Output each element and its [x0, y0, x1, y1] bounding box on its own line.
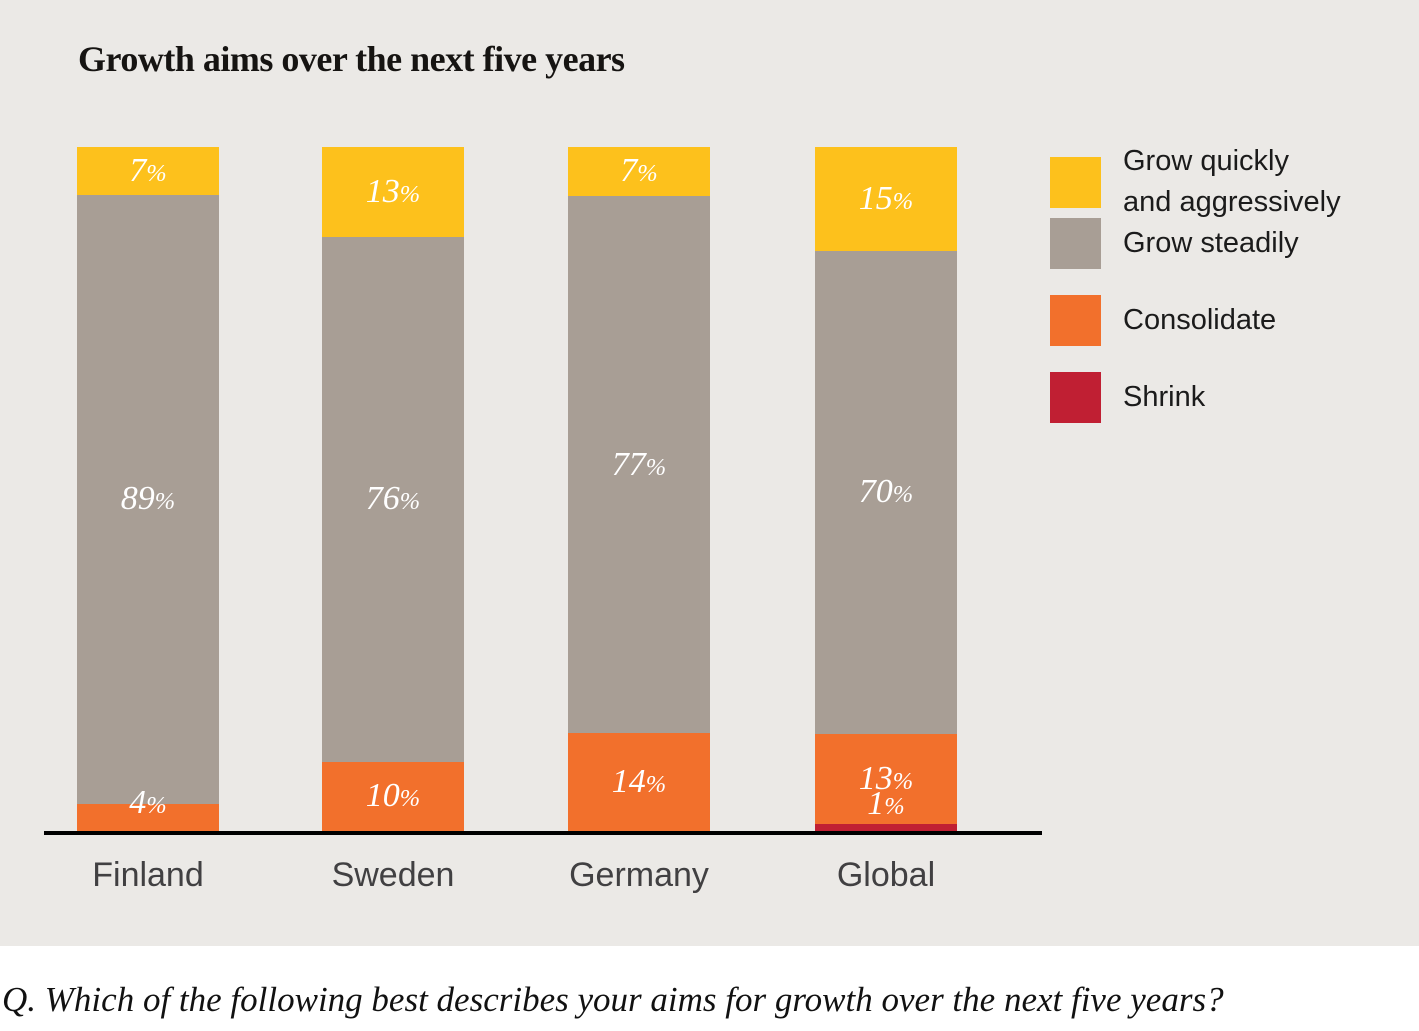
legend-row-grow-steadily: Grow steadily [1050, 218, 1419, 269]
axis-label-finland: Finland [92, 856, 204, 894]
value-label-grow-quickly-and-aggressively-finland: 7% [129, 151, 167, 189]
segment-consolidate-germany: 14% [568, 733, 710, 831]
value-label-grow-steadily-finland: 89% [120, 480, 176, 518]
percent-sign: % [399, 488, 421, 516]
segment-consolidate-finland: 4% [77, 784, 219, 831]
bar-germany: 7% 77% 14% [568, 147, 710, 831]
segment-grow-steadily-finland: 89% [77, 194, 219, 804]
legend-swatch-consolidate [1050, 295, 1101, 346]
chart-title: Growth aims over the next five years [78, 39, 625, 79]
percent-sign: % [399, 180, 421, 208]
segment-grow-quickly-and-aggressively-finland: 7% [77, 147, 219, 195]
segment-consolidate-global: 13% [815, 734, 957, 825]
chart-panel: Growth aims over the next five years 7% 8… [0, 0, 1419, 946]
value-label-grow-quickly-and-aggressively-germany: 7% [620, 152, 658, 190]
segment-consolidate-sweden: 10% [322, 761, 464, 831]
value-label-grow-quickly-and-aggressively-global: 15% [858, 179, 914, 217]
bar-finland: 7% 89% 4% [77, 147, 219, 831]
legend-row-grow-quickly-and-aggressively: Grow quickly and aggressively [1050, 141, 1419, 223]
segment-grow-steadily-germany: 77% [568, 195, 710, 734]
percent-sign: % [892, 768, 914, 796]
percent-sign: % [146, 791, 167, 819]
legend-swatch-shrink [1050, 372, 1101, 423]
legend-label-shrink: Shrink [1123, 380, 1206, 413]
value-label-consolidate-global: 13% [858, 760, 914, 798]
legend-label-consolidate: Consolidate [1123, 303, 1277, 336]
percent-sign: % [637, 160, 658, 188]
legend-label-grow-quickly-and-aggressively: Grow quickly and aggressively [1123, 145, 1341, 219]
segment-grow-steadily-sweden: 76% [322, 236, 464, 762]
segment-grow-steadily-global: 70% [815, 250, 957, 735]
bar-global: 15% 70% 13% 1% [815, 147, 957, 831]
percent-sign: % [146, 159, 167, 187]
segment-grow-quickly-and-aggressively-global: 15% [815, 147, 957, 251]
percent-sign: % [892, 481, 914, 509]
legend-label-grow-steadily: Grow steadily [1123, 226, 1299, 259]
value-label-consolidate-finland: 4% [129, 783, 167, 821]
percent-sign: % [892, 187, 914, 215]
percent-sign: % [399, 785, 421, 813]
legend-swatch-grow-steadily [1050, 218, 1101, 269]
percent-sign: % [154, 488, 176, 516]
legend-swatch-grow-quickly-and-aggressively [1050, 156, 1101, 208]
axis-label-sweden: Sweden [331, 856, 455, 894]
value-label-shrink-global: 1% [867, 785, 905, 823]
value-label-grow-steadily-global: 70% [858, 473, 914, 511]
legend-row-shrink: Shrink [1050, 372, 1419, 423]
value-label-grow-quickly-and-aggressively-sweden: 13% [365, 172, 421, 210]
percent-sign: % [645, 453, 667, 481]
axis-label-germany: Germany [569, 856, 709, 894]
bar-sweden: 13% 76% 10% [322, 147, 464, 831]
x-axis-line [44, 831, 1042, 835]
value-label-grow-steadily-germany: 77% [611, 445, 667, 483]
legend-row-consolidate: Consolidate [1050, 295, 1419, 346]
segment-grow-quickly-and-aggressively-sweden: 13% [322, 147, 464, 237]
plot-area: 7% 89% 4% Finland 13% 76% 10% Sweden 7% 77% 14% Ger… [44, 147, 1042, 894]
percent-sign: % [884, 793, 905, 821]
percent-sign: % [645, 771, 667, 799]
segment-shrink-global: 1% [815, 785, 957, 831]
question-caption: Q. Which of the following best describes… [2, 980, 1224, 1019]
value-label-consolidate-sweden: 10% [365, 777, 421, 815]
axis-label-global: Global [836, 856, 936, 894]
value-label-consolidate-germany: 14% [611, 763, 667, 801]
segment-grow-quickly-and-aggressively-germany: 7% [568, 147, 710, 196]
value-label-grow-steadily-sweden: 76% [365, 480, 421, 518]
